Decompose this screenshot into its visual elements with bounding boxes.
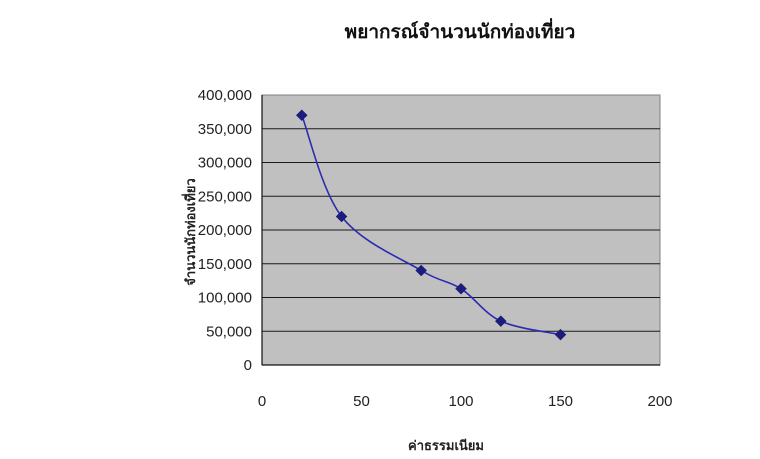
x-tick-label: 0	[258, 393, 266, 410]
chart-title: พยากรณ์จำนวนนักท่องเที่ยว	[345, 18, 576, 43]
y-tick-label: 200,000	[198, 222, 252, 239]
y-tick-label: 0	[244, 357, 252, 374]
y-tick-label: 300,000	[198, 155, 252, 172]
x-axis-label: ค่าธรรมเนียม	[408, 438, 484, 454]
y-tick-label: 50,000	[206, 323, 252, 340]
y-tick-label: 250,000	[198, 188, 252, 205]
x-tick-label: 100	[448, 393, 473, 410]
x-tick-label: 150	[548, 393, 573, 410]
y-axis-label: จำนวนนักท่องเที่ยว	[181, 178, 199, 285]
y-tick-label: 150,000	[198, 256, 252, 273]
x-tick-label: 200	[647, 393, 672, 410]
x-tick-labels: 0 50 100 150 200	[258, 393, 673, 410]
y-tick-label: 350,000	[198, 121, 252, 138]
x-tick-label: 50	[353, 393, 370, 410]
y-tick-label: 100,000	[198, 290, 252, 307]
y-tick-labels: 0 50,000 100,000 150,000 200,000 250,000 300,0…	[198, 87, 252, 374]
y-tick-label: 400,000	[198, 87, 252, 104]
